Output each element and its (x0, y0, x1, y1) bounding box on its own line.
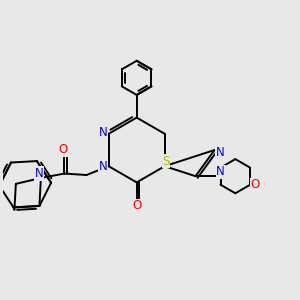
Text: N: N (35, 167, 44, 180)
Text: O: O (251, 178, 260, 191)
Text: N: N (216, 165, 225, 178)
Text: O: O (58, 143, 68, 156)
Text: N: N (99, 126, 108, 139)
Text: O: O (132, 200, 141, 212)
Text: S: S (163, 155, 170, 168)
Text: N: N (99, 160, 108, 173)
Text: O: O (132, 200, 141, 212)
Text: N: N (215, 146, 224, 159)
